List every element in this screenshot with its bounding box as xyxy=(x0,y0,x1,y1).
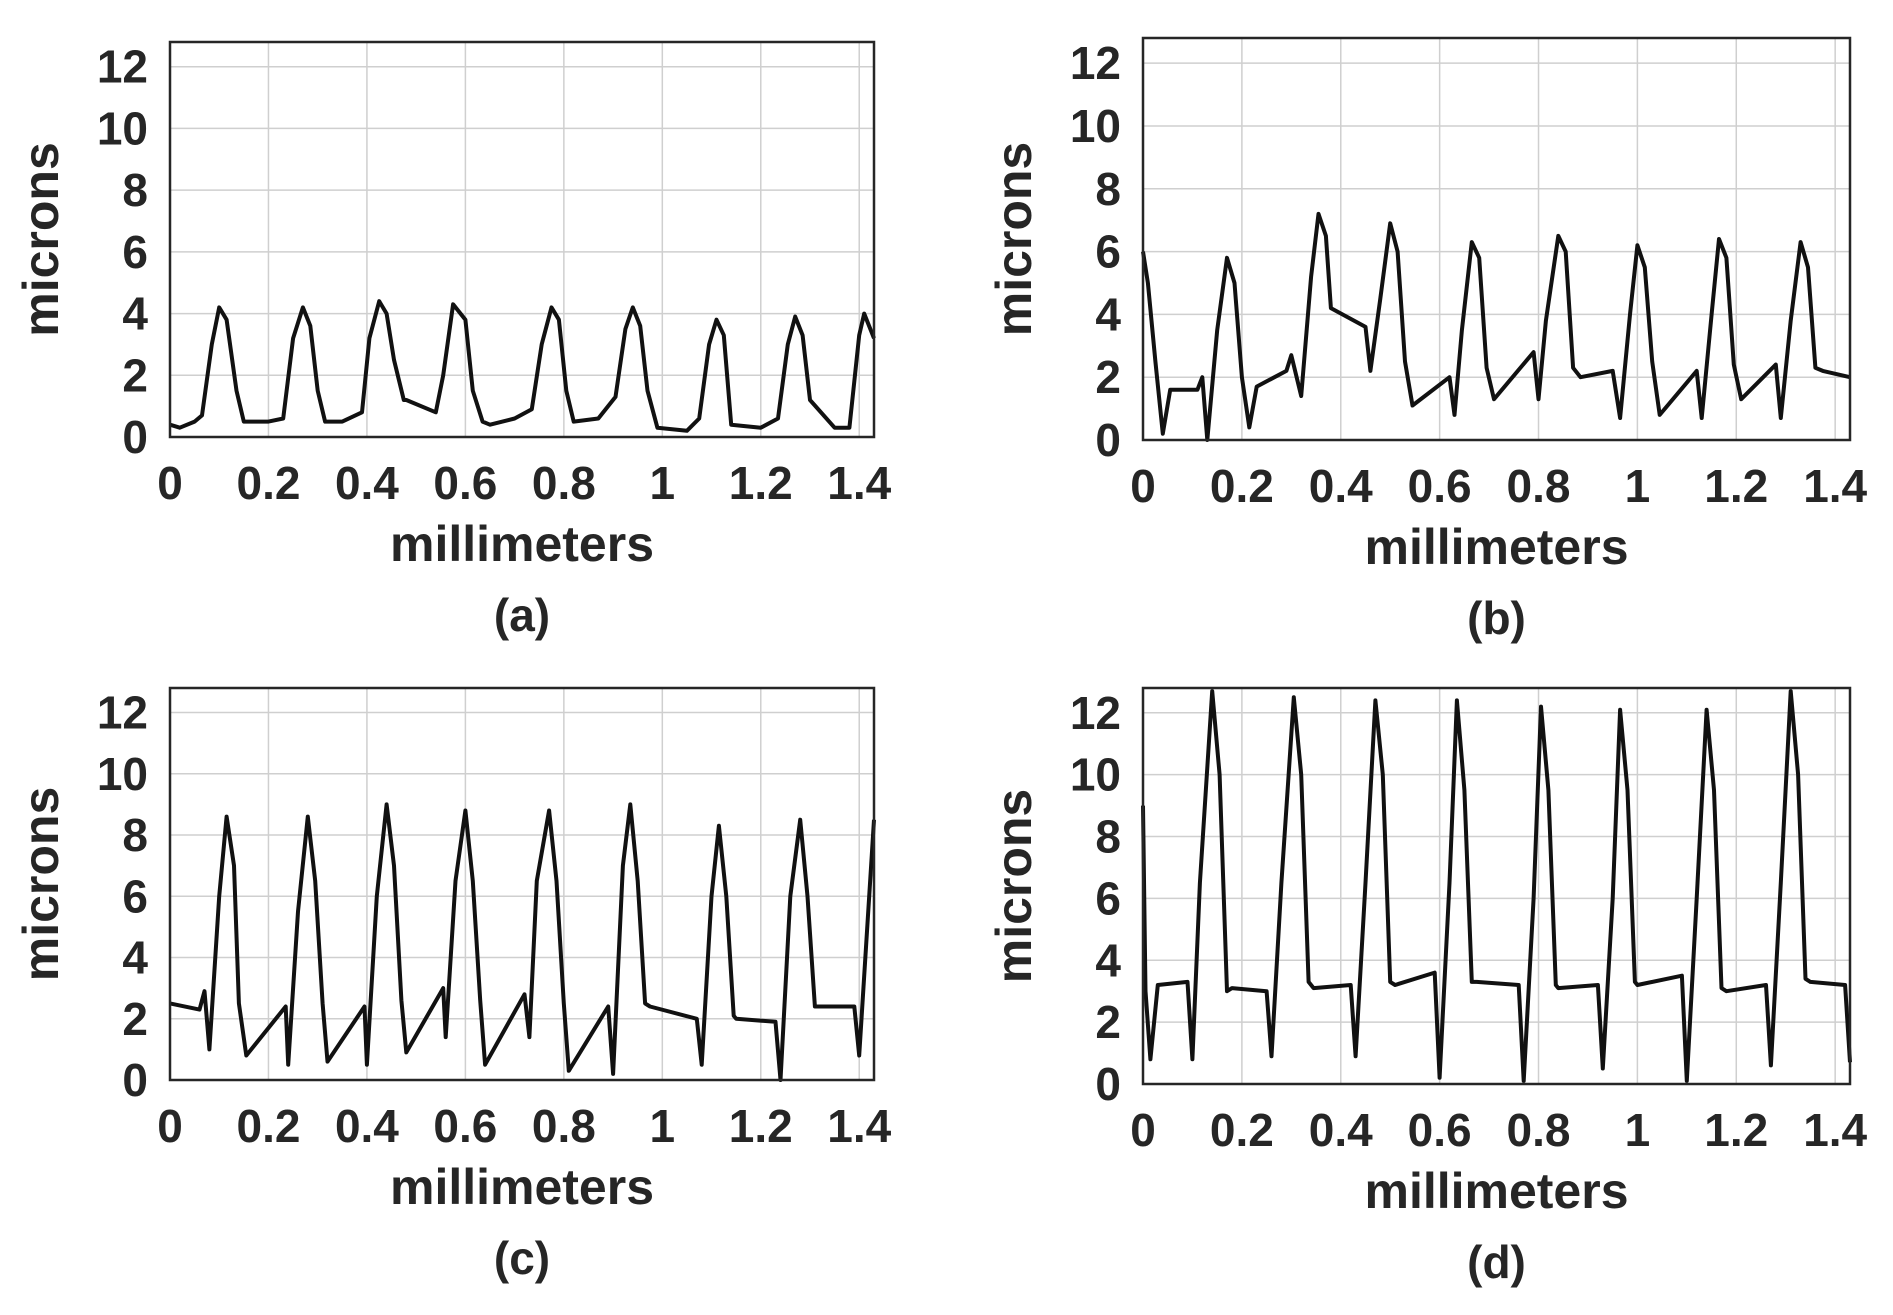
x-tick-label: 0.4 xyxy=(1309,1104,1373,1156)
y-tick-label: 6 xyxy=(1095,872,1121,924)
x-tick-label: 0.4 xyxy=(1309,460,1373,512)
x-tick-label: 0.8 xyxy=(532,1100,596,1152)
x-tick-label: 1.2 xyxy=(729,1100,793,1152)
x-tick-label: 0.8 xyxy=(1507,460,1571,512)
y-tick-label: 4 xyxy=(1095,934,1121,986)
x-tick-label: 1 xyxy=(1625,460,1651,512)
y-tick-label: 8 xyxy=(122,809,148,861)
x-tick-label: 0.6 xyxy=(433,457,497,509)
x-tick-label: 0 xyxy=(157,1100,183,1152)
y-tick-label: 12 xyxy=(97,687,148,739)
x-tick-label: 0 xyxy=(157,457,183,509)
y-axis-label: microns xyxy=(13,142,69,337)
series-line xyxy=(169,299,876,433)
x-tick-label: 0.2 xyxy=(1210,1104,1274,1156)
y-tick-label: 2 xyxy=(122,993,148,1045)
plot-frame xyxy=(1141,36,1852,442)
y-tick-label: 0 xyxy=(1095,1058,1121,1110)
x-tick-label: 0.6 xyxy=(1408,460,1472,512)
plot-frame xyxy=(168,686,876,1082)
panel-label: (b) xyxy=(1467,592,1526,644)
y-tick-label: 2 xyxy=(1095,351,1121,403)
y-tick-label: 2 xyxy=(122,349,148,401)
y-tick-label: 10 xyxy=(97,748,148,800)
y-tick-label: 6 xyxy=(122,226,148,278)
plot-frame xyxy=(168,40,876,439)
y-tick-label: 8 xyxy=(1095,811,1121,863)
y-tick-label: 10 xyxy=(1070,100,1121,152)
y-tick-label: 2 xyxy=(1095,996,1121,1048)
x-axis-label: millimeters xyxy=(1364,519,1628,575)
x-tick-label: 0.6 xyxy=(1408,1104,1472,1156)
x-tick-label: 1 xyxy=(650,1100,676,1152)
x-tick-label: 1.4 xyxy=(827,1100,891,1152)
panel-c: 0 0.2 0.4 0.6 0.8 1 1.2 1.4 0 2 4 6 8 10 12 millimeters… xyxy=(13,687,892,1285)
y-axis-label: microns xyxy=(13,787,69,982)
y-tick-label: 10 xyxy=(97,102,148,154)
y-axis-label: microns xyxy=(986,789,1042,984)
panel-a: 0 0.2 0.4 0.6 0.8 1 1.2 1.4 0 2 4 6 8 10 12 millimeters… xyxy=(13,41,892,641)
x-tick-label: 0 xyxy=(1130,1104,1156,1156)
x-axis-label: millimeters xyxy=(1364,1163,1628,1219)
x-tick-label: 0.2 xyxy=(236,457,300,509)
y-tick-label: 12 xyxy=(97,41,148,93)
x-tick-label: 1.4 xyxy=(1803,1104,1867,1156)
x-tick-label: 1.2 xyxy=(1704,460,1768,512)
y-tick-label: 4 xyxy=(1095,288,1121,340)
series-line xyxy=(169,802,876,1082)
x-tick-label: 0.8 xyxy=(532,457,596,509)
y-tick-label: 0 xyxy=(1095,414,1121,466)
y-tick-label: 8 xyxy=(122,164,148,216)
x-tick-label: 0.2 xyxy=(1210,460,1274,512)
y-tick-label: 12 xyxy=(1070,687,1121,739)
x-tick-label: 1.4 xyxy=(1803,460,1867,512)
panel-label: (d) xyxy=(1467,1236,1526,1288)
x-tick-label: 0.6 xyxy=(433,1100,497,1152)
x-tick-label: 0.8 xyxy=(1507,1104,1571,1156)
y-tick-label: 6 xyxy=(122,870,148,922)
y-tick-label: 10 xyxy=(1070,749,1121,801)
x-tick-label: 1 xyxy=(650,457,676,509)
x-tick-label: 0.4 xyxy=(335,1100,399,1152)
x-axis-label: millimeters xyxy=(390,1159,654,1215)
panel-b: 0 0.2 0.4 0.6 0.8 1 1.2 1.4 0 2 4 6 8 10 12 millimeters… xyxy=(986,36,1868,644)
panel-label: (a) xyxy=(494,589,550,641)
x-tick-label: 1.4 xyxy=(827,457,891,509)
series-line xyxy=(1141,211,1851,442)
series-line xyxy=(1141,689,1852,1083)
x-tick-label: 1 xyxy=(1625,1104,1651,1156)
y-tick-label: 4 xyxy=(122,932,148,984)
panel-label: (c) xyxy=(494,1232,550,1284)
y-tick-label: 4 xyxy=(122,288,148,340)
y-tick-label: 0 xyxy=(122,411,148,463)
y-tick-label: 8 xyxy=(1095,163,1121,215)
panel-d: 0 0.2 0.4 0.6 0.8 1 1.2 1.4 0 2 4 6 8 10 12 millimeters… xyxy=(986,686,1868,1288)
x-tick-label: 0.4 xyxy=(335,457,399,509)
y-tick-label: 0 xyxy=(122,1054,148,1106)
x-tick-label: 0.2 xyxy=(236,1100,300,1152)
y-tick-label: 12 xyxy=(1070,37,1121,89)
x-tick-label: 1.2 xyxy=(1704,1104,1768,1156)
x-tick-label: 1.2 xyxy=(729,457,793,509)
y-axis-label: microns xyxy=(986,142,1042,337)
x-tick-label: 0 xyxy=(1130,460,1156,512)
x-axis-label: millimeters xyxy=(390,516,654,572)
plot-frame xyxy=(1141,686,1852,1086)
y-tick-label: 6 xyxy=(1095,226,1121,278)
